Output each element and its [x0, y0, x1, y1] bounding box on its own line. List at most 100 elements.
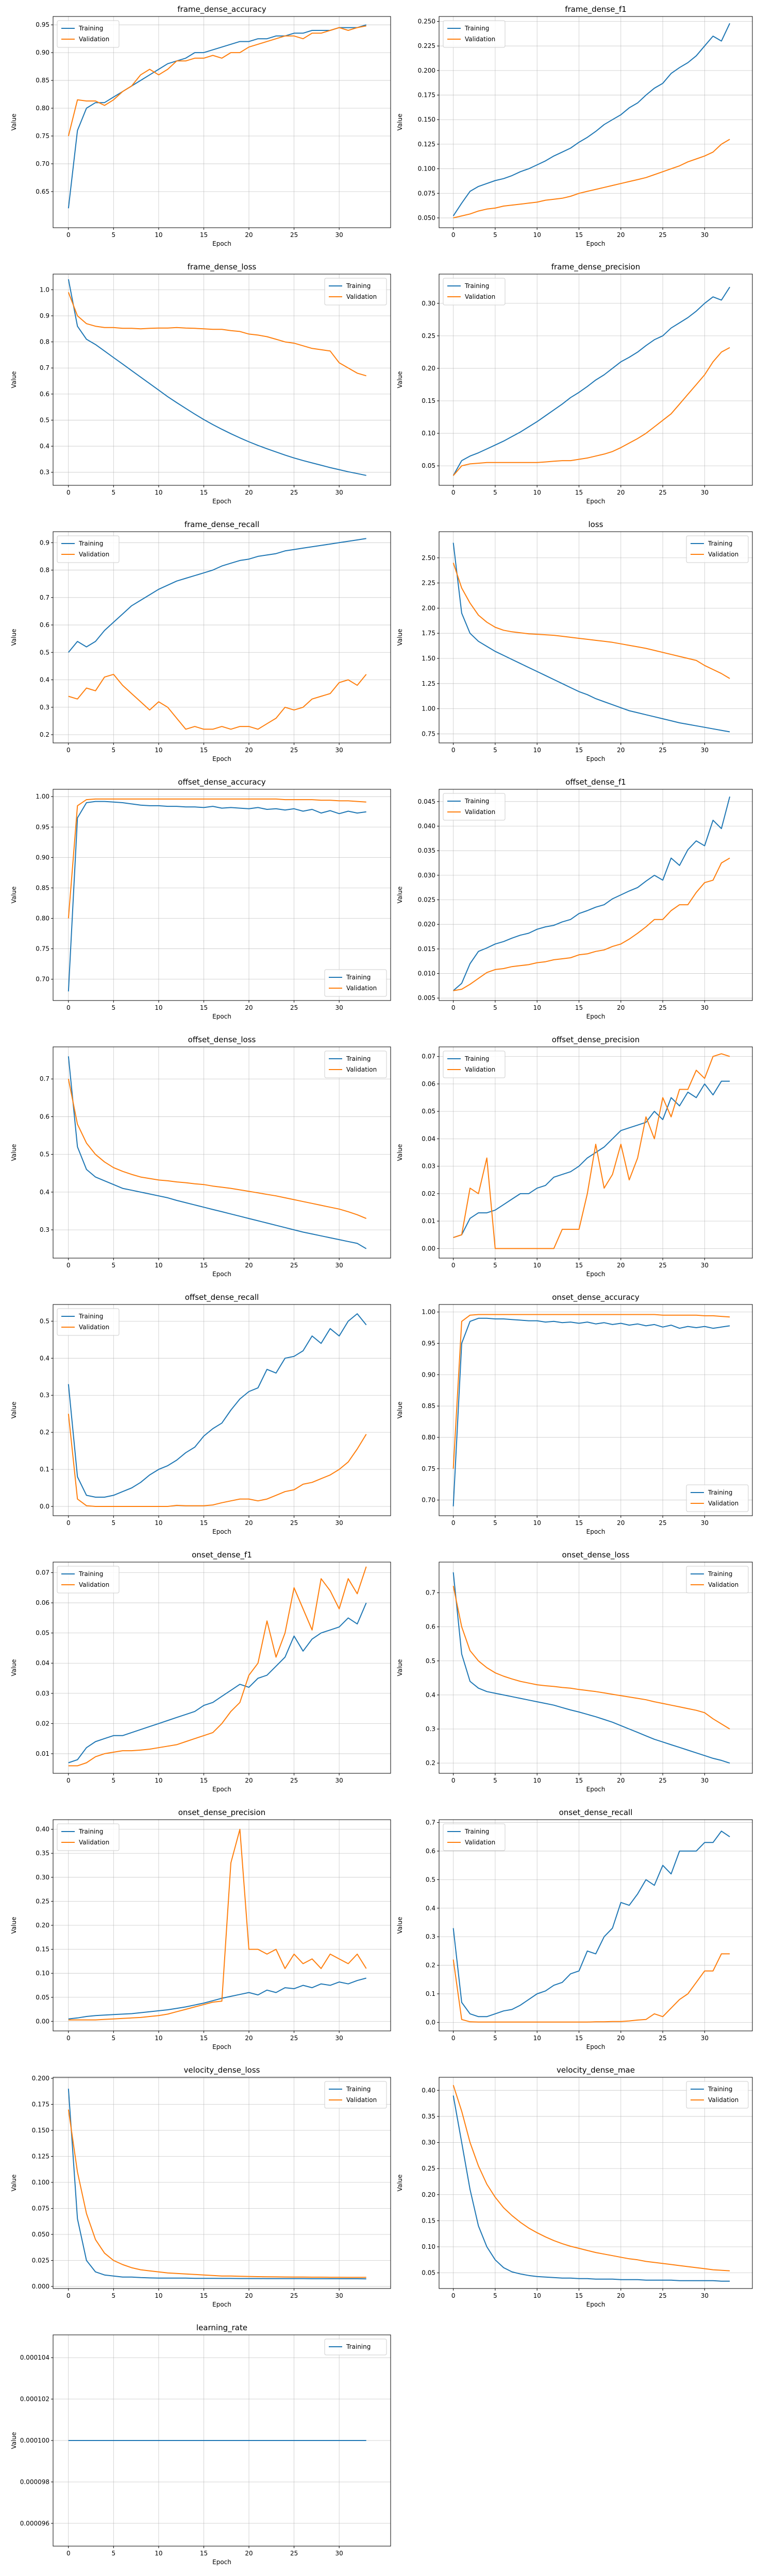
- chart-title: onset_dense_accuracy: [552, 1293, 640, 1302]
- series-line-training: [68, 538, 366, 653]
- y-tick-label: 0.85: [36, 77, 49, 84]
- y-tick-label: 0.35: [36, 1850, 49, 1857]
- x-tick-label: 20: [617, 1004, 625, 1011]
- y-tick-label: 0.05: [422, 462, 435, 469]
- chart-title: frame_dense_f1: [565, 5, 627, 14]
- y-tick-label: 0.04: [422, 1135, 435, 1142]
- chart-panel-velocity-dense-loss: velocity_dense_loss 0 5 10 15 20 25 30 0.000 0.02…: [10, 2065, 391, 2308]
- x-tick-label: 20: [617, 489, 625, 496]
- y-tick-label: 1.00: [422, 705, 435, 713]
- y-tick-label: 0.03: [36, 1690, 49, 1697]
- y-tick-label: 0.40: [36, 1826, 49, 1833]
- y-tick-label: 0.7: [40, 1075, 49, 1082]
- y-tick-label: 0.040: [418, 823, 435, 830]
- y-tick-label: 0.30: [422, 2139, 435, 2146]
- x-tick-label: 0: [451, 2035, 456, 2042]
- y-tick-label: 0.75: [36, 132, 49, 140]
- chart-panel-onset-dense-loss: onset_dense_loss 0 5 10 15 20 25 30 0.2 0.3 0.4 0.5…: [396, 1550, 753, 1793]
- y-axis-label: Value: [396, 1659, 404, 1676]
- y-tick-label: 0.050: [32, 2231, 49, 2238]
- x-tick-label: 15: [200, 1262, 208, 1269]
- x-tick-label: 15: [200, 489, 208, 496]
- series-line-training: [453, 1080, 730, 1239]
- y-tick-label: 0.9: [40, 539, 49, 546]
- x-tick-label: 20: [245, 2292, 253, 2299]
- x-tick-label: 30: [701, 747, 709, 754]
- y-tick-label: 0.04: [36, 1659, 49, 1667]
- x-tick-label: 30: [701, 1519, 709, 1527]
- legend-label: Validation: [465, 808, 495, 816]
- series-line-validation: [453, 139, 730, 218]
- x-tick-label: 0: [451, 1519, 456, 1527]
- y-tick-label: 0.4: [426, 1905, 435, 1912]
- y-tick-label: 0.2: [40, 1429, 49, 1436]
- legend: Training Validation: [57, 1823, 120, 1851]
- y-tick-label: 0.5: [40, 1317, 49, 1325]
- y-tick-label: 0.250: [418, 18, 435, 25]
- y-tick-label: 0.035: [418, 847, 435, 854]
- x-tick-label: 0: [451, 747, 456, 754]
- x-tick-label: 0: [66, 1262, 71, 1269]
- legend: Training Validation: [686, 1484, 749, 1512]
- y-tick-label: 0.2: [426, 1962, 435, 1969]
- x-tick-label: 25: [290, 2550, 298, 2557]
- x-tick-label: 25: [290, 489, 298, 496]
- y-tick-label: 0.0: [426, 2019, 435, 2026]
- y-tick-label: 0.025: [32, 2257, 49, 2264]
- legend-box: [686, 1566, 749, 1594]
- y-axis-label: Value: [10, 2175, 18, 2192]
- y-axis-label: Value: [10, 1144, 18, 1161]
- y-tick-label: 0.075: [418, 190, 435, 197]
- x-tick-label: 10: [533, 489, 541, 496]
- y-tick-label: 0.7: [40, 364, 49, 371]
- y-tick-label: 0.2: [40, 731, 49, 738]
- x-axis-label: Epoch: [586, 2043, 606, 2050]
- legend-box: [443, 278, 506, 306]
- y-tick-label: 0.85: [36, 884, 49, 891]
- legend-box: [443, 793, 506, 821]
- x-tick-label: 25: [290, 1519, 298, 1527]
- x-tick-label: 10: [155, 2292, 162, 2299]
- x-tick-label: 15: [200, 1519, 208, 1527]
- y-tick-label: 0.15: [422, 2217, 435, 2224]
- y-tick-label: 0.000104: [20, 2354, 49, 2361]
- x-tick-label: 25: [290, 1262, 298, 1269]
- legend: Training Validation: [443, 20, 506, 48]
- y-tick-label: 0.30: [422, 300, 435, 307]
- y-tick-label: 0.4: [40, 1354, 49, 1362]
- x-tick-label: 25: [659, 2035, 666, 2042]
- x-axis-label: Epoch: [212, 498, 231, 505]
- x-tick-label: 5: [493, 1004, 497, 1011]
- y-tick-label: 0.65: [36, 188, 49, 195]
- chart-panel-offset-dense-accuracy: offset_dense_accuracy 0 5 10 15 20 25 30 0.70 0.7…: [10, 777, 391, 1020]
- y-axis-label: Value: [396, 2175, 404, 2192]
- y-axis-label: Value: [396, 887, 404, 904]
- y-tick-label: 0.70: [36, 976, 49, 983]
- series-line-training: [452, 1317, 730, 1506]
- legend-label: Training: [346, 974, 371, 981]
- legend-label: Validation: [346, 1066, 377, 1073]
- series-line-validation: [452, 2084, 730, 2272]
- y-tick-label: 0.2: [426, 1759, 435, 1767]
- chart-title: offset_dense_loss: [188, 1035, 256, 1045]
- plot-frame: [53, 1046, 391, 1259]
- y-tick-label: 0.030: [418, 872, 435, 879]
- y-tick-label: 0.06: [36, 1599, 49, 1606]
- series-line-validation: [68, 25, 366, 137]
- y-tick-label: 0.7: [426, 1589, 435, 1597]
- y-tick-label: 0.3: [40, 1226, 49, 1233]
- legend-label: Training: [346, 2343, 371, 2350]
- chart-title: frame_dense_accuracy: [177, 5, 266, 14]
- chart-panel-learning-rate: learning_rate 0 5 10 15 20 25 30 0.000096 0.00009…: [10, 2323, 391, 2566]
- y-tick-label: 0.045: [418, 798, 435, 805]
- x-tick-label: 15: [200, 2035, 208, 2042]
- legend-label: Training: [346, 1055, 371, 1062]
- y-tick-label: 0.015: [418, 945, 435, 953]
- legend-box: [57, 1566, 120, 1594]
- series-line-training: [452, 1831, 730, 2018]
- y-tick-label: 0.6: [40, 1113, 49, 1120]
- series-line-validation: [68, 1566, 367, 1767]
- x-axis-label: Epoch: [586, 240, 606, 247]
- series-line-validation: [68, 673, 367, 730]
- x-tick-label: 15: [575, 1777, 583, 1784]
